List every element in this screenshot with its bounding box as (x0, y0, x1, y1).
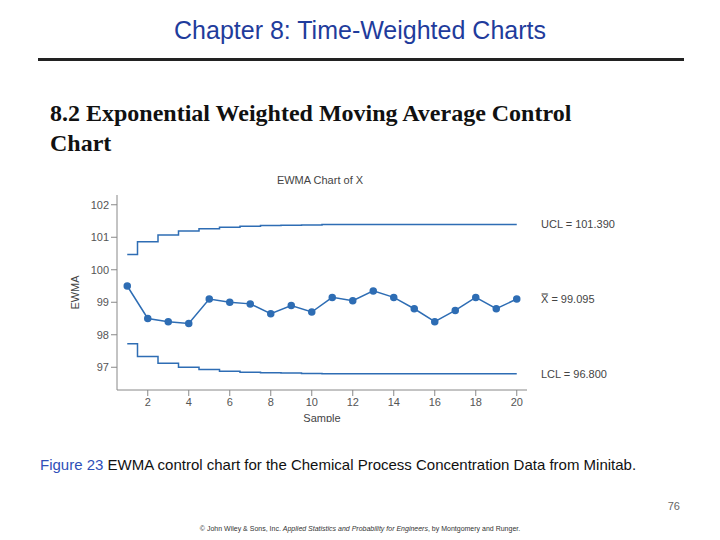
html-text:EWMA Chart of X: EWMA Chart of X (276, 174, 364, 186)
svg-text:4: 4 (186, 396, 192, 408)
html-text:Chapter 8: Time-Weighted Chart: Chapter 8: Time-Weighted Charts (174, 16, 546, 44)
svg-text:UCL = 101.390: UCL = 101.390 (541, 218, 615, 230)
svg-text:14: 14 (388, 396, 400, 408)
svg-text:LCL = 96.800: LCL = 96.800 (541, 368, 607, 380)
svg-text:8: 8 (268, 396, 274, 408)
svg-text:X̿ = 99.095: X̿ = 99.095 (541, 293, 595, 305)
svg-text:Sample: Sample (303, 412, 340, 422)
svg-text:101: 101 (91, 231, 109, 243)
svg-text:12: 12 (347, 396, 359, 408)
svg-text:18: 18 (470, 396, 482, 408)
svg-text:20: 20 (511, 396, 523, 408)
svg-text:100: 100 (91, 264, 109, 276)
svg-text:10: 10 (306, 396, 318, 408)
svg-text:16: 16 (429, 396, 441, 408)
svg-text:6: 6 (227, 396, 233, 408)
svg-text:2: 2 (145, 396, 151, 408)
svg-text:99: 99 (97, 296, 109, 308)
html-text:8.2 Exponential Weighted Movin: 8.2 Exponential Weighted Moving Average … (50, 100, 572, 156)
html-text:76: 76 (667, 500, 680, 512)
html-text:Figure 23 EWMA control chart f: Figure 23 EWMA control chart for the Che… (40, 456, 637, 473)
svg-text:97: 97 (97, 361, 109, 373)
svg-text:102: 102 (91, 199, 109, 211)
svg-text:98: 98 (97, 329, 109, 341)
html-text:© John Wiley & Sons, Inc. Appl: © John Wiley & Sons, Inc. Applied Statis… (199, 525, 521, 532)
svg-text:EWMA: EWMA (69, 275, 81, 310)
